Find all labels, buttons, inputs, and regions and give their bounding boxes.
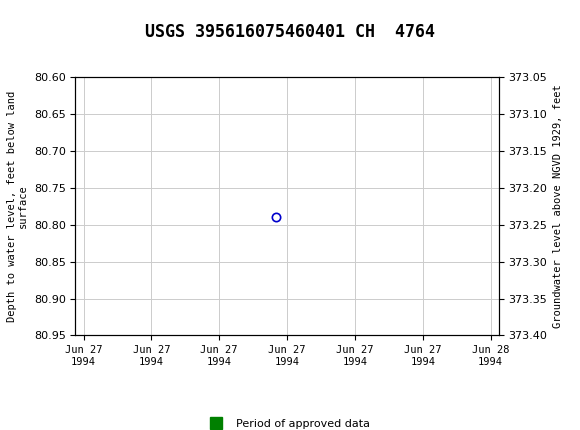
Legend: Period of approved data: Period of approved data [200,414,374,430]
Text: ☒USGS: ☒USGS [12,8,66,26]
Text: USGS 395616075460401 CH  4764: USGS 395616075460401 CH 4764 [145,23,435,41]
Y-axis label: Groundwater level above NGVD 1929, feet: Groundwater level above NGVD 1929, feet [553,85,563,328]
Y-axis label: Depth to water level, feet below land
surface: Depth to water level, feet below land su… [6,91,28,322]
